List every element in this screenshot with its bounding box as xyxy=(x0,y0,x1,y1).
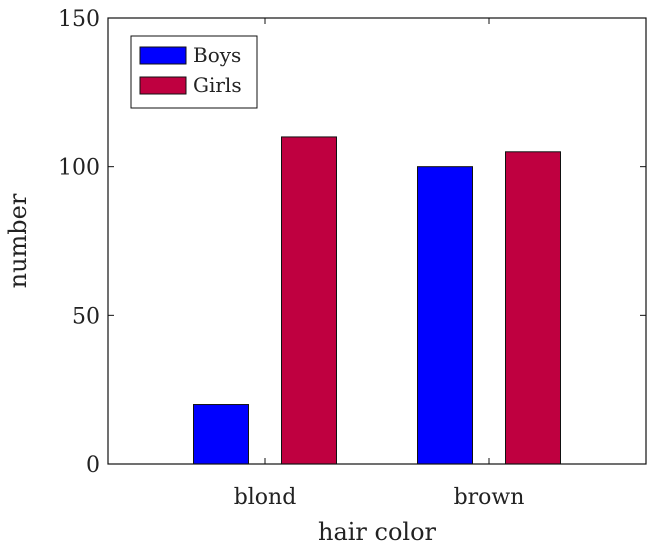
legend-swatch-boys xyxy=(139,46,187,65)
bar-boys-brown xyxy=(417,166,473,465)
legend-label-boys: Boys xyxy=(193,43,241,67)
x-axis-label: hair color xyxy=(318,518,437,546)
x-tick-label: blond xyxy=(234,485,297,510)
y-axis-label: number xyxy=(4,193,32,288)
x-axis-tick-labels: blond brown xyxy=(234,18,525,510)
y-tick-label: 100 xyxy=(58,156,100,181)
bar-boys-blond xyxy=(193,404,249,465)
bars xyxy=(193,136,561,465)
legend-label-girls: Girls xyxy=(193,73,242,97)
x-tick-label: brown xyxy=(454,485,525,510)
bar-girls-blond xyxy=(281,136,337,465)
legend: Boys Girls xyxy=(130,35,258,109)
bar-girls-brown xyxy=(505,151,561,465)
y-axis-ticks: 0 50 100 150 xyxy=(58,7,646,478)
legend-swatch-girls xyxy=(139,76,187,95)
plot-frame xyxy=(107,17,647,465)
y-tick-label: 150 xyxy=(58,7,100,32)
y-tick-label: 0 xyxy=(86,453,100,478)
y-tick-label: 50 xyxy=(72,304,100,329)
